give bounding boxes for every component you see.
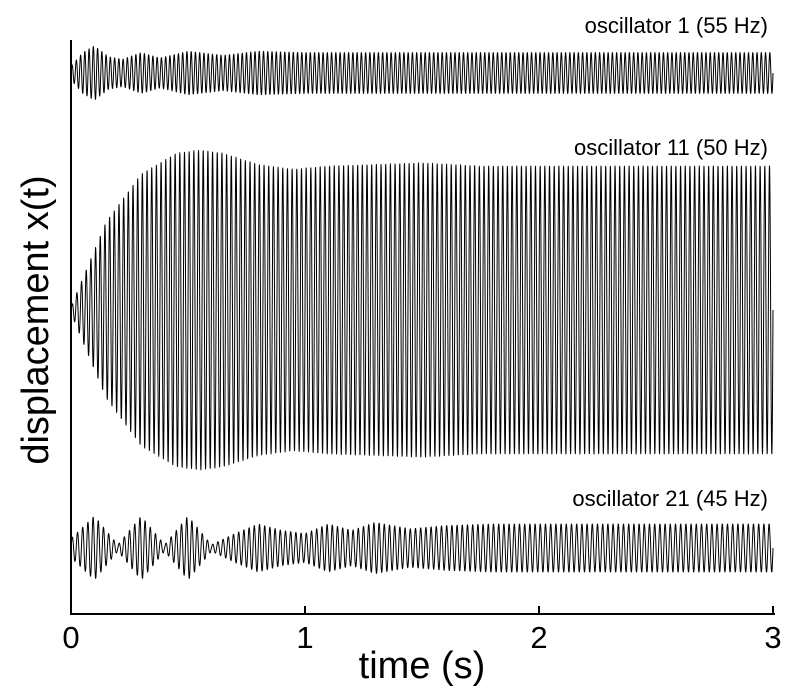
trace-oscillator-21 — [70, 516, 774, 579]
trace-oscillator-1 — [70, 45, 774, 100]
plot-traces — [70, 45, 774, 579]
x-ticks: 0 1 2 3 — [62, 606, 782, 655]
x-tick-label-0: 0 — [62, 620, 79, 655]
x-tick-label-3: 3 — [764, 620, 781, 655]
trace-label-oscillator-11: oscillator 11 (50 Hz) — [574, 135, 768, 160]
x-axis-title: time (s) — [359, 645, 486, 687]
trace-oscillator-11 — [70, 149, 774, 471]
y-axis-title: displacement x(t) — [15, 175, 57, 464]
trace-label-oscillator-21: oscillator 21 (45 Hz) — [572, 486, 768, 511]
trace-label-oscillator-1: oscillator 1 (55 Hz) — [585, 13, 768, 38]
x-tick-label-2: 2 — [530, 620, 547, 655]
x-tick-label-1: 1 — [296, 620, 313, 655]
